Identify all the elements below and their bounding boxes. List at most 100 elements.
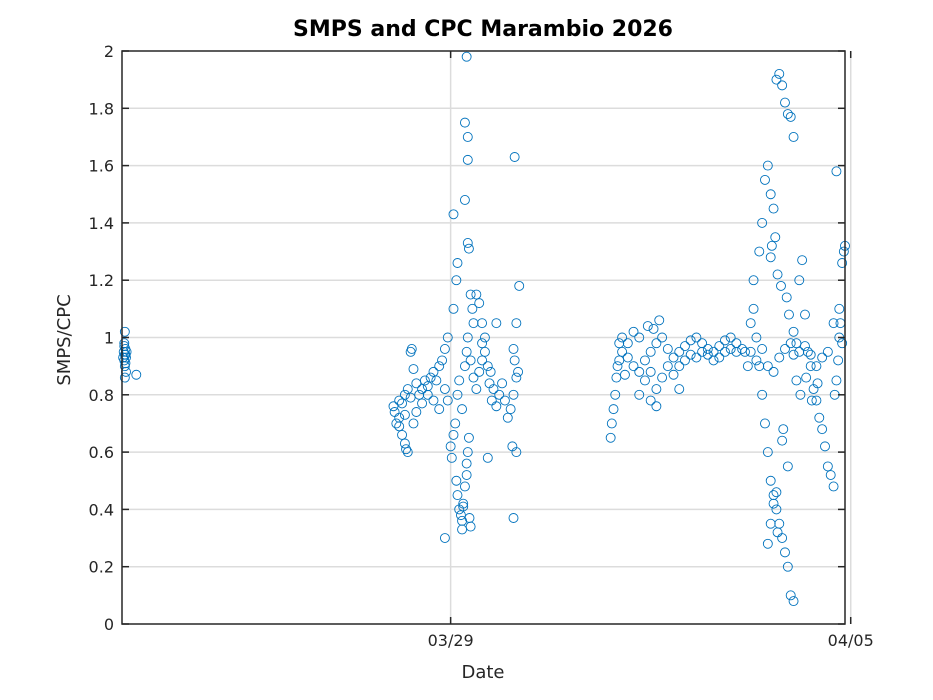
data-point: [514, 280, 525, 291]
data-point: [417, 384, 428, 395]
y-tick-label: 1.6: [89, 157, 114, 176]
data-point: [458, 498, 469, 509]
data-point: [467, 303, 478, 314]
data-point: [725, 344, 736, 354]
data-point: [634, 332, 645, 343]
data-point: [757, 389, 768, 400]
data-point: [452, 389, 463, 400]
data-point: [828, 481, 839, 492]
data-point: [391, 418, 402, 429]
data-point: [508, 513, 519, 523]
data-point: [401, 444, 412, 455]
data-point: [411, 407, 422, 417]
data-point: [768, 203, 779, 214]
data-point: [463, 432, 474, 443]
data-point: [477, 318, 488, 329]
data-point: [657, 372, 668, 383]
data-point: [411, 378, 422, 389]
data-point: [781, 292, 792, 303]
data-point: [714, 352, 725, 363]
y-tick-label: 1.2: [89, 271, 114, 290]
data-point: [509, 152, 520, 162]
data-point: [776, 280, 786, 291]
data-point: [502, 412, 513, 423]
data-point: [462, 332, 473, 343]
data-point: [434, 404, 445, 415]
data-point: [831, 166, 842, 177]
data-point: [801, 372, 812, 383]
data-point: [640, 375, 650, 386]
data-point: [645, 366, 656, 377]
data-point: [772, 269, 783, 280]
y-tick-label: 0.6: [89, 443, 114, 462]
data-point: [622, 352, 633, 363]
data-point: [448, 209, 459, 220]
y-tick-label: 1.4: [89, 214, 114, 233]
data-point: [118, 352, 129, 363]
y-tick-label: 1: [104, 329, 114, 348]
data-point: [770, 232, 781, 243]
data-point: [461, 470, 472, 480]
data-point: [680, 355, 690, 366]
data-point: [497, 378, 508, 389]
data-point: [419, 375, 430, 386]
data-point: [654, 315, 665, 326]
data-point: [491, 401, 502, 412]
data-point: [674, 346, 685, 357]
data-point: [463, 243, 474, 254]
data-point: [479, 332, 490, 343]
data-point: [791, 338, 802, 349]
data-point: [509, 355, 520, 366]
data-point: [508, 389, 519, 400]
data-point: [505, 404, 516, 415]
data-point: [394, 395, 405, 406]
data-point: [685, 349, 696, 360]
data-point: [471, 289, 482, 300]
data-point: [757, 344, 768, 354]
data-point: [745, 318, 756, 329]
data-point: [651, 401, 662, 412]
data-point: [459, 117, 470, 128]
data-point: [720, 335, 730, 346]
data-point: [645, 395, 656, 406]
data-point: [614, 338, 625, 349]
data-point: [612, 361, 623, 372]
y-tick-label: 1.8: [89, 99, 114, 118]
data-point: [461, 51, 472, 62]
data-point: [513, 366, 524, 377]
data-point: [751, 355, 762, 366]
data-point: [399, 389, 410, 400]
data-point: [754, 246, 765, 257]
data-point: [791, 375, 802, 386]
data-point: [425, 372, 436, 383]
data-point: [454, 375, 465, 386]
data-point: [811, 395, 822, 406]
data-point: [745, 346, 756, 357]
data-point: [442, 395, 453, 406]
data-point: [668, 352, 679, 363]
data-point: [788, 596, 799, 607]
data-point: [817, 352, 828, 363]
data-point: [777, 80, 788, 91]
data-point: [482, 361, 493, 372]
data-point: [474, 366, 485, 377]
data-point: [399, 409, 410, 420]
data-point: [814, 412, 825, 423]
data-point: [485, 366, 496, 377]
data-point: [800, 309, 810, 320]
data-point: [459, 361, 470, 372]
data-point: [771, 74, 782, 85]
data-point: [617, 346, 628, 357]
data-point: [452, 258, 463, 268]
data-point: [668, 369, 679, 380]
data-point: [468, 372, 479, 383]
data-point: [451, 275, 462, 286]
y-axis-label: SMPS/CPC: [54, 294, 75, 385]
data-point: [442, 332, 453, 343]
data-point: [451, 475, 462, 486]
x-tick-label: 03/29: [428, 631, 474, 650]
data-point: [439, 533, 450, 543]
data-point: [778, 424, 789, 435]
data-point: [628, 326, 639, 337]
data-points: [118, 51, 850, 607]
